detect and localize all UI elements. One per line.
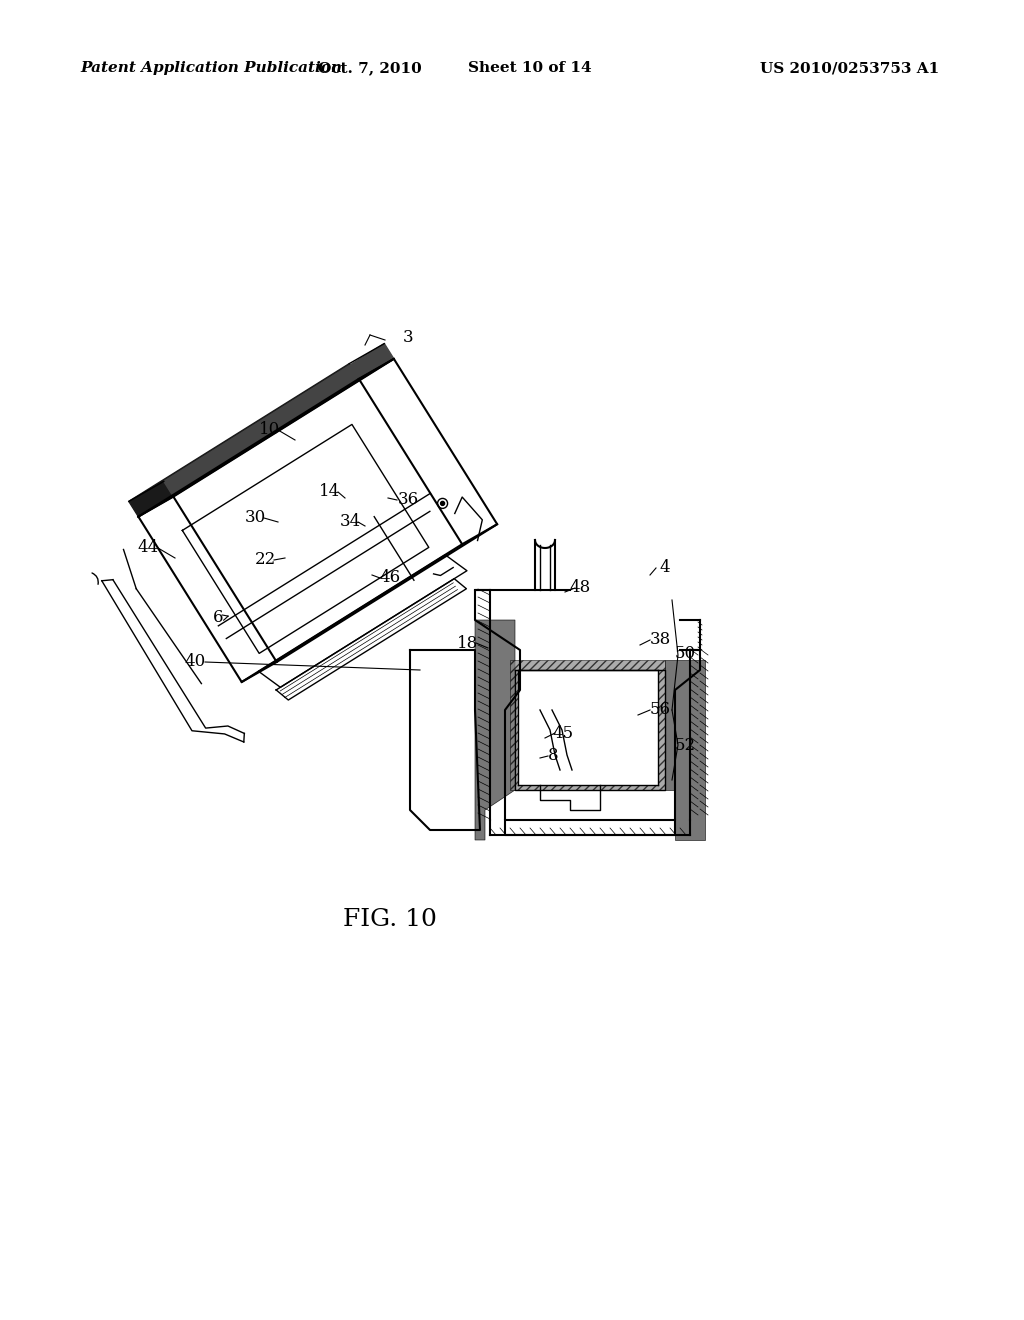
Text: Patent Application Publication: Patent Application Publication bbox=[80, 61, 342, 75]
Text: 56: 56 bbox=[649, 701, 671, 718]
Text: 45: 45 bbox=[552, 725, 573, 742]
Text: 22: 22 bbox=[254, 552, 275, 569]
Polygon shape bbox=[665, 660, 705, 840]
Text: 44: 44 bbox=[137, 540, 159, 557]
Text: 36: 36 bbox=[397, 491, 419, 508]
Text: 40: 40 bbox=[184, 653, 206, 671]
Text: Sheet 10 of 14: Sheet 10 of 14 bbox=[468, 61, 592, 75]
Text: 48: 48 bbox=[569, 579, 591, 597]
Text: 38: 38 bbox=[649, 631, 671, 648]
Text: 14: 14 bbox=[319, 483, 341, 500]
Text: 30: 30 bbox=[245, 510, 265, 527]
Text: Oct. 7, 2010: Oct. 7, 2010 bbox=[318, 61, 422, 75]
Polygon shape bbox=[129, 363, 358, 516]
Text: 4: 4 bbox=[659, 560, 671, 577]
Text: 3: 3 bbox=[402, 329, 414, 346]
Polygon shape bbox=[510, 660, 665, 789]
Text: US 2010/0253753 A1: US 2010/0253753 A1 bbox=[760, 61, 939, 75]
Polygon shape bbox=[475, 620, 515, 840]
Text: 8: 8 bbox=[548, 747, 558, 764]
Text: 10: 10 bbox=[259, 421, 281, 438]
Polygon shape bbox=[518, 671, 658, 785]
Text: 18: 18 bbox=[458, 635, 478, 652]
Text: 50: 50 bbox=[675, 644, 695, 661]
Polygon shape bbox=[164, 343, 394, 496]
Circle shape bbox=[440, 502, 444, 506]
Text: 52: 52 bbox=[675, 737, 695, 754]
Text: FIG. 10: FIG. 10 bbox=[343, 908, 437, 932]
Text: 34: 34 bbox=[339, 513, 360, 531]
Text: 46: 46 bbox=[380, 569, 400, 586]
Text: 6: 6 bbox=[213, 609, 223, 626]
